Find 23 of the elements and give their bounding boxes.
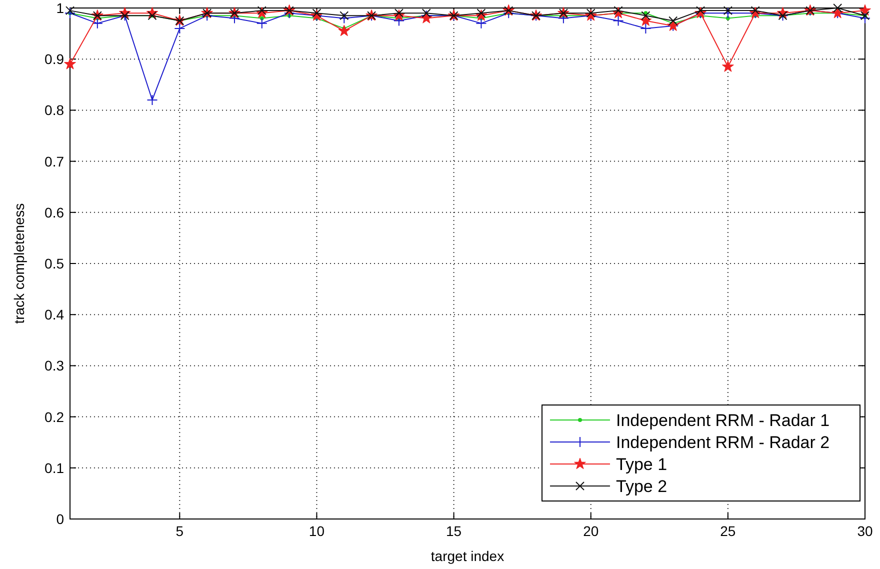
y-tick-label: 0.7 bbox=[44, 153, 64, 170]
y-axis-title: track completeness bbox=[11, 203, 27, 324]
x-tick-label: 20 bbox=[583, 523, 599, 539]
x-axis-title: target index bbox=[430, 548, 504, 564]
x-tick-label: 15 bbox=[446, 523, 462, 539]
x-tick-label: 5 bbox=[176, 523, 184, 539]
y-tick-label: 0.5 bbox=[44, 256, 64, 272]
legend-label: Type 2 bbox=[616, 477, 668, 496]
y-tick-label: 0.2 bbox=[44, 408, 64, 425]
y-tick-label: 1 bbox=[56, 0, 64, 16]
y-tick-label: 0.8 bbox=[44, 102, 64, 118]
x-tick-label: 10 bbox=[308, 523, 325, 539]
legend-label: Independent RRM - Radar 1 bbox=[616, 411, 830, 430]
legend-label: Type 1 bbox=[616, 455, 668, 474]
legend-label: Independent RRM - Radar 2 bbox=[616, 433, 830, 452]
y-tick-label: 0.4 bbox=[44, 306, 64, 323]
x-tick-label: 25 bbox=[720, 523, 736, 539]
x-tick-label: 30 bbox=[857, 523, 873, 539]
y-tick-label: 0.6 bbox=[44, 204, 64, 220]
y-tick-label: 0 bbox=[56, 511, 64, 527]
y-tick-label: 0.3 bbox=[44, 358, 64, 374]
y-tick-label: 0.9 bbox=[44, 51, 64, 68]
y-tick-label: 0.1 bbox=[44, 460, 64, 476]
